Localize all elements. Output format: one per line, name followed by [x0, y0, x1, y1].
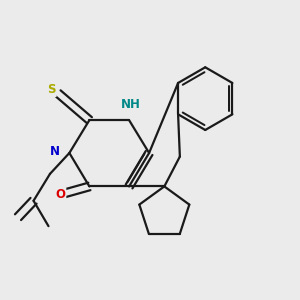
Text: NH: NH: [121, 98, 140, 111]
Text: N: N: [50, 145, 60, 158]
Text: O: O: [56, 188, 65, 201]
Text: S: S: [47, 83, 56, 96]
